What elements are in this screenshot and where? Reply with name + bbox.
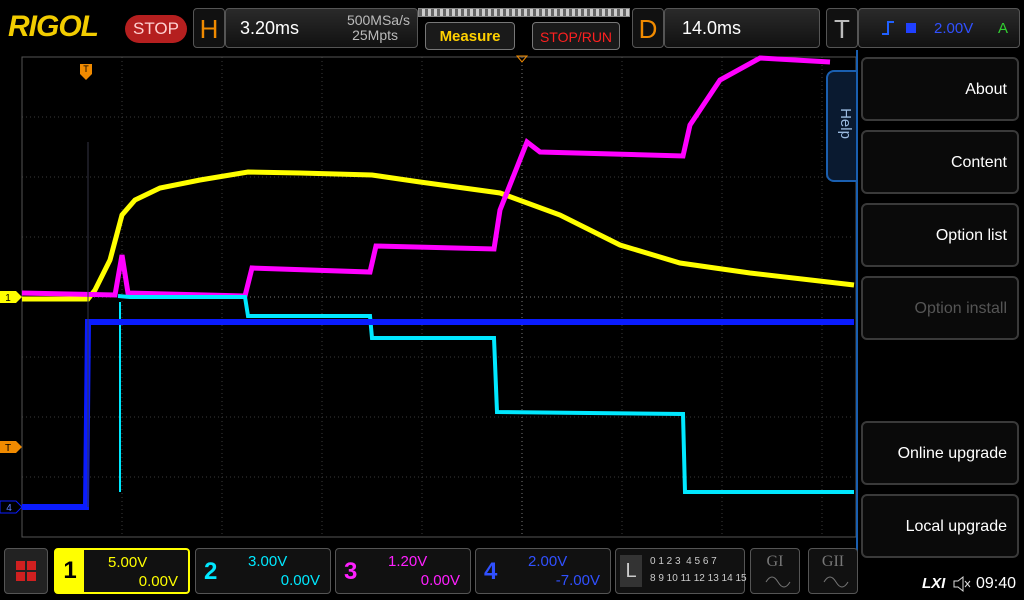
trigger-level-marker: T [5,443,11,454]
stop-run-button[interactable]: STOP/RUN [532,22,620,50]
delay-value: 14.0ms [682,18,742,38]
ch1-marker: 1 [5,293,11,304]
ch3-offset: 0.00V [420,572,460,589]
ch2-box[interactable]: 2 3.00V 0.00V [195,548,331,594]
clock: 09:40 [976,575,1017,592]
delay-box[interactable] [664,8,820,48]
ch1-offset: 0.00V [138,573,178,590]
generator-label: GII [821,553,845,570]
memory-depth: 25Mpts [352,27,398,43]
ch3-scale: 1.20V [388,553,428,570]
trigger-label[interactable]: T [826,8,858,48]
menu-item[interactable]: Online upgrade [861,421,1019,485]
waveform-screen: T 1 T 4 [0,55,857,538]
ch2-number: 2 [204,558,218,585]
ch2-offset: 0.00V [280,572,320,589]
run-state[interactable]: STOP [125,15,187,43]
time-base: 3.20ms [240,18,300,38]
sound-icon[interactable] [952,575,972,593]
menu-item[interactable]: Option list [861,203,1019,267]
generator-2[interactable]: GII [808,548,858,594]
ch4-number: 4 [484,558,498,585]
menu-item[interactable]: About [861,57,1019,121]
horizontal-box[interactable] [225,8,418,48]
help-tab[interactable] [826,70,858,182]
measure-button[interactable]: Measure [425,22,515,50]
ch3-number: 3 [344,558,358,585]
trigger-level: 2.00V [934,20,974,37]
ch1-box[interactable]: 1 5.00V 0.00V [54,548,190,594]
ch1-scale: 5.00V [108,554,148,571]
ch1-number: 1 [56,550,84,592]
menu-item[interactable]: Option install [861,276,1019,340]
ch1-trace [22,169,855,302]
ch4-box[interactable]: 4 2.00V -7.00V [475,548,611,594]
horizontal-label[interactable]: H [193,8,225,48]
main-menu-button[interactable] [4,548,48,594]
ch3-box[interactable]: 3 1.20V 0.00V [335,548,471,594]
menu-item[interactable]: Local upgrade [861,494,1019,558]
memory-bar [418,8,630,17]
generator-label: GI [766,553,784,570]
ch4-offset: -7.00V [555,572,600,589]
trigger-icons [882,21,916,35]
lxi-icon: LXI [922,575,946,592]
logic-box[interactable]: L 0 1 2 3 4 5 6 7 8 9 10 11 12 13 14 15 [615,548,747,594]
ch4-trace [22,319,854,510]
trigger-position-marker: T [83,64,89,74]
brand: RIGOL [8,10,99,43]
trigger-box[interactable] [858,8,1020,48]
sample-rate: 500MSa/s [346,12,410,28]
trigger-mode: A [998,20,1009,37]
ch4-scale: 2.00V [528,553,568,570]
ch3-trace [21,55,831,299]
logic-label: L [620,555,642,587]
ch2-scale: 3.00V [248,553,288,570]
menu-item[interactable]: Content [861,130,1019,194]
ch4-marker: 4 [6,503,12,514]
delay-label[interactable]: D [632,8,664,48]
help-tab-label: Help [836,108,854,139]
logic-row: 8 9 10 11 12 13 14 15 [650,573,747,584]
generator-1[interactable]: GI [750,548,800,594]
logic-row: 0 1 2 3 4 5 6 7 [650,556,717,567]
ch2-trace [117,294,854,494]
